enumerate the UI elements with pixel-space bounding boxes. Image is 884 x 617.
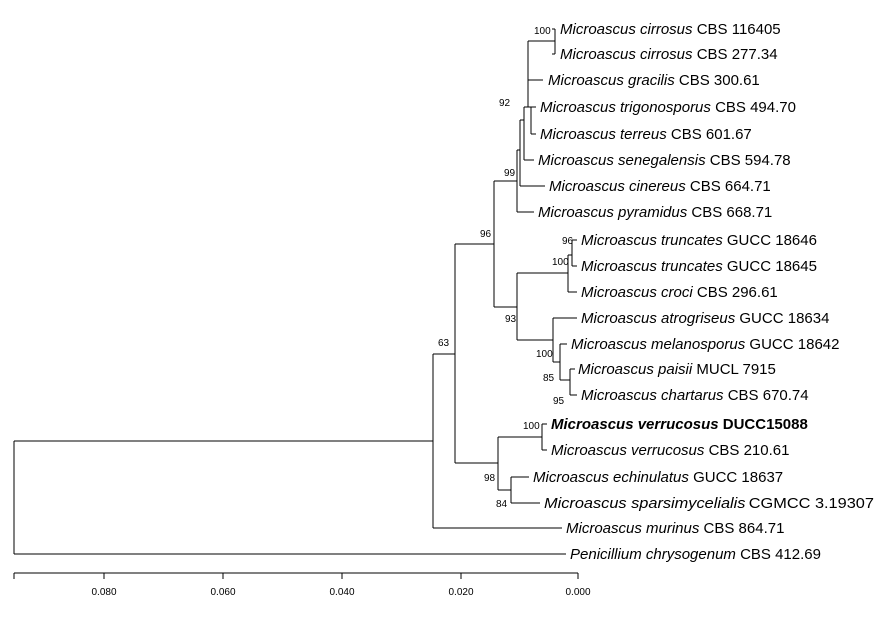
support-value: 85: [543, 373, 555, 384]
support-value: 63: [438, 338, 450, 349]
scale-tick-label: 0.080: [91, 587, 116, 598]
support-values: 100 92 99 96 96 100 93 100 85 95 100 98 …: [438, 26, 574, 510]
taxon-label: Microascus truncates GUCC 18645: [581, 258, 817, 275]
scale-tick-label: 0.020: [448, 587, 473, 598]
support-value: 100: [534, 26, 551, 37]
support-value: 96: [562, 236, 574, 247]
support-value: 100: [552, 257, 569, 268]
support-value: 100: [523, 421, 540, 432]
taxon-label: Microascus truncates GUCC 18646: [581, 232, 817, 249]
taxon-label: Microascus croci CBS 296.61: [581, 284, 778, 301]
scale-tick-label: 0.060: [210, 587, 235, 598]
taxon-label: Microascus sparsimycelialis CGMCC 3.19307: [544, 495, 874, 512]
taxon-labels: Microascus cirrosus CBS 116405 Microascu…: [533, 21, 874, 563]
taxon-label: Penicillium chrysogenum CBS 412.69: [570, 546, 821, 563]
taxon-label: Microascus atrogriseus GUCC 18634: [581, 310, 829, 327]
taxon-label: Microascus verrucosus CBS 210.61: [551, 442, 789, 459]
taxon-label: Microascus trigonosporus CBS 494.70: [540, 99, 796, 116]
taxon-label: Microascus gracilis CBS 300.61: [548, 72, 760, 89]
support-value: 98: [484, 473, 496, 484]
taxon-label: Microascus cirrosus CBS 116405: [560, 21, 781, 38]
tree-branches: [13, 28, 577, 555]
support-value: 95: [553, 396, 565, 407]
taxon-label: Microascus cirrosus CBS 277.34: [560, 46, 778, 63]
support-value: 93: [505, 314, 517, 325]
support-value: 96: [480, 229, 492, 240]
taxon-label-highlighted: Microascus verrucosus DUCC15088: [551, 416, 808, 433]
scale-tick-label: 0.040: [329, 587, 354, 598]
taxon-label: Microascus pyramidus CBS 668.71: [538, 204, 772, 221]
taxon-label: Microascus paisii MUCL 7915: [578, 361, 776, 378]
support-value: 92: [499, 98, 511, 109]
taxon-label: Microascus murinus CBS 864.71: [566, 520, 784, 537]
taxon-label: Microascus senegalensis CBS 594.78: [538, 152, 791, 169]
support-value: 100: [536, 349, 553, 360]
scale-axis: 0.080 0.060 0.040 0.020 0.000: [13, 572, 591, 598]
taxon-label: Microascus cinereus CBS 664.71: [549, 178, 771, 195]
support-value: 99: [504, 168, 516, 179]
taxon-label: Microascus melanosporus GUCC 18642: [571, 336, 839, 353]
taxon-label: Microascus terreus CBS 601.67: [540, 126, 752, 143]
scale-tick-label: 0.000: [565, 587, 590, 598]
support-value: 84: [496, 499, 508, 510]
taxon-label: Microascus chartarus CBS 670.74: [581, 387, 809, 404]
taxon-label: Microascus echinulatus GUCC 18637: [533, 469, 783, 486]
